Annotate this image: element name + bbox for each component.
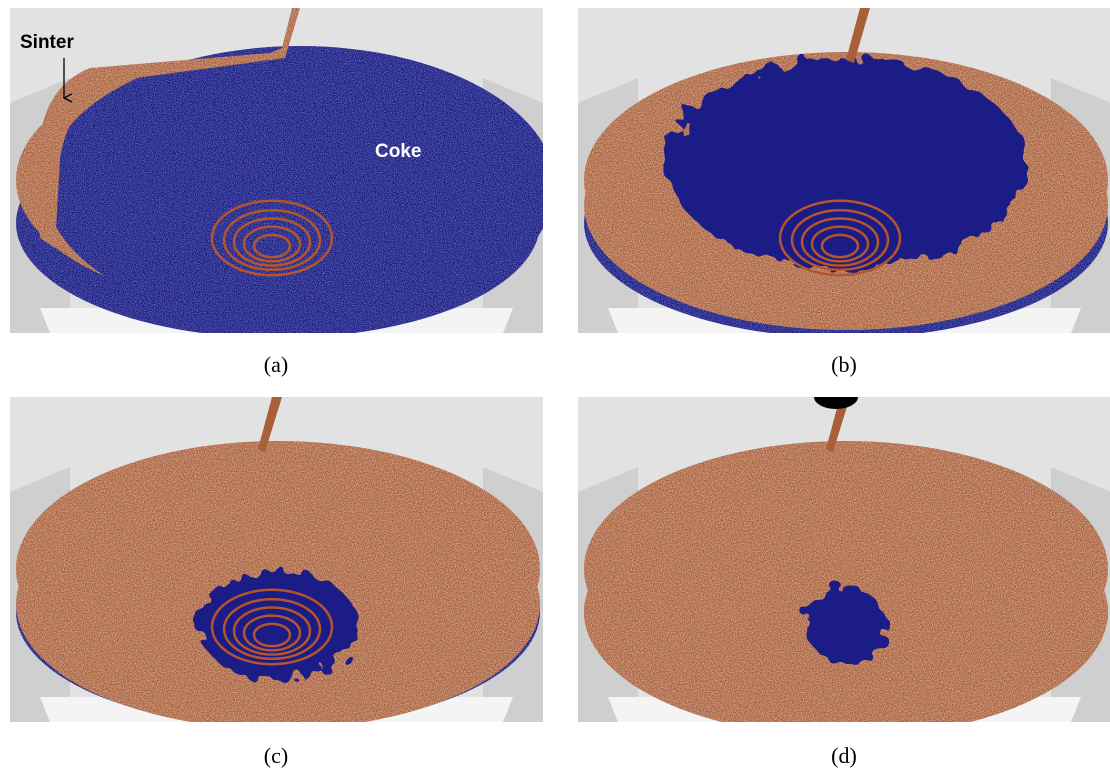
panel (578, 385, 1110, 737)
chute-end (814, 385, 858, 409)
panel-label: (b) (831, 352, 857, 377)
annotation: Sinter (20, 32, 74, 53)
panel-label: (c) (264, 743, 288, 768)
panel (578, 8, 1110, 338)
panel (10, 397, 543, 729)
coke-region (45, 46, 555, 326)
panel: Sinter Coke (10, 8, 555, 338)
annotation: Coke (375, 141, 421, 162)
figure: Sinter Coke (a) (b) (c) (d) (0, 0, 1110, 771)
panel-label: (a) (264, 352, 288, 377)
page: SinterCoke(a)(b)(c)(d) (() => { const da… (0, 0, 1110, 771)
coke-region (806, 587, 886, 663)
panel-label: (d) (831, 743, 857, 768)
